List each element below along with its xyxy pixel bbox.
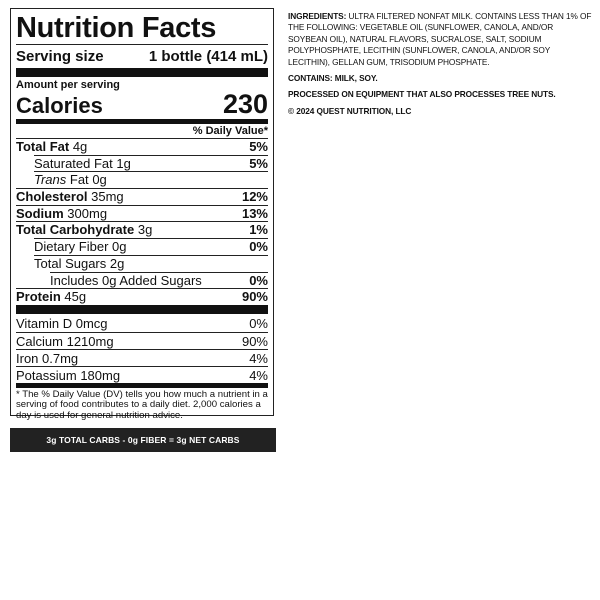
- calories-value: 230: [222, 89, 268, 119]
- calories-label: Calories: [16, 93, 103, 118]
- nutrient-row: Includes 0g Added Sugars 0%: [50, 271, 268, 289]
- vitamin-row: Calcium 1210mg 90%: [16, 331, 268, 349]
- serving-value: 1 bottle (414 mL): [148, 48, 268, 65]
- title: Nutrition Facts: [16, 12, 217, 44]
- nutrient-amount: 3g: [137, 222, 153, 238]
- ingredients-label: INGREDIENTS:: [288, 11, 347, 21]
- nutrient-amount: 45g: [64, 289, 87, 305]
- nutrient-name: Saturated Fat: [34, 155, 113, 171]
- nutrient-dv: 1%: [249, 222, 268, 238]
- vitamin-amount: 0mcg: [75, 315, 108, 331]
- nutrient-amount: 4g: [72, 139, 88, 154]
- serving-label: Serving size: [16, 48, 104, 65]
- ingredients-column: INGREDIENTS: ULTRA FILTERED NONFAT MILK.…: [288, 11, 592, 122]
- nutrient-dv: 0%: [249, 272, 268, 288]
- nutrient-row: Total Sugars 2g: [34, 254, 268, 272]
- nutrient-name: Total Carbohydrate: [16, 222, 135, 238]
- nutrient-dv: 90%: [241, 289, 268, 305]
- nutrient-amount: 35mg: [91, 189, 124, 205]
- vitamin-dv: 4%: [249, 367, 268, 383]
- nutrition-label: Nutrition Facts Serving size 1 bottle (41…: [10, 8, 274, 421]
- nutrient-row: Cholesterol 35mg 12%: [16, 188, 268, 205]
- nutrient-name: Dietary Fiber: [34, 239, 109, 255]
- vitamin-row: Potassium 180mg 4%: [16, 365, 268, 383]
- calories: Calories 230: [16, 91, 268, 119]
- nutrient-name: Total Fat: [16, 139, 70, 154]
- vitamin-amount: 0.7mg: [42, 350, 79, 366]
- rule: [16, 304, 268, 314]
- nutrient-row: Dietary Fiber 0g 0%: [34, 238, 268, 255]
- nutrient-name: Total Sugars: [34, 255, 107, 271]
- copyright: © 2024 QUEST NUTRITION, LLC: [288, 105, 412, 116]
- rule: [16, 68, 268, 77]
- nutrient-amount: 0g: [92, 172, 107, 188]
- nutrient-amount: 0g: [112, 239, 127, 255]
- vitamin-amount: 180mg: [80, 367, 121, 383]
- nutrient-name-italic: Trans: [34, 172, 67, 188]
- ingredients-text: ULTRA FILTERED NONFAT MILK. CONTAINS LES…: [288, 11, 592, 67]
- nutrient-dv: 13%: [241, 205, 268, 221]
- nutrient-dv: 5%: [249, 155, 268, 171]
- nutrient-name: Protein: [16, 289, 61, 305]
- vitamin-dv: 0%: [249, 315, 268, 331]
- nutrient-row: Total Fat 4g 5%: [16, 138, 268, 155]
- nutrient-row: Saturated Fat 1g 5%: [34, 154, 268, 172]
- serving-size: Serving size 1 bottle (414 mL): [16, 48, 268, 66]
- rule: [16, 44, 268, 45]
- daily-value-header: % Daily Value*: [192, 125, 268, 137]
- nutrient-name: Includes 0g Added Sugars: [50, 272, 202, 288]
- vitamin-amount: 1210mg: [66, 333, 114, 349]
- net-carbs-banner: 3g TOTAL CARBS - 0g FIBER = 3g NET CARBS: [10, 428, 276, 452]
- nutrient-name: Cholesterol: [16, 189, 88, 205]
- nutrient-row: Protein 45g 90%: [16, 288, 268, 305]
- vitamin-row: Vitamin D 0mcg 0%: [16, 315, 268, 332]
- nutrient-amount: 1g: [116, 155, 131, 171]
- rule: [16, 119, 268, 124]
- nutrient-amount: 2g: [109, 255, 125, 271]
- footnote: * The % Daily Value (DV) tells you how m…: [16, 388, 268, 421]
- nutrient-name: Fat: [69, 172, 89, 188]
- processing-note: PROCESSED ON EQUIPMENT THAT ALSO PROCESS…: [288, 89, 556, 100]
- nutrient-row: Total Carbohydrate 3g 1%: [16, 221, 268, 238]
- vitamin-name: Vitamin D: [16, 315, 73, 331]
- ingredients: INGREDIENTS: ULTRA FILTERED NONFAT MILK.…: [288, 11, 592, 68]
- nutrient-amount: 300mg: [67, 205, 108, 221]
- vitamin-name: Iron: [16, 350, 39, 366]
- nutrient-dv: 0%: [249, 239, 268, 255]
- vitamin-name: Potassium: [16, 367, 77, 383]
- rule: [16, 382, 268, 388]
- amount-per-serving: Amount per serving: [16, 79, 120, 91]
- vitamin-name: Calcium: [16, 333, 63, 349]
- nutrient-dv: 12%: [241, 189, 268, 205]
- nutrient-row: Trans Fat 0g: [34, 171, 268, 188]
- vitamin-row: Iron 0.7mg 4%: [16, 348, 268, 366]
- nutrient-name: Sodium: [16, 205, 64, 221]
- vitamin-dv: 4%: [249, 350, 268, 366]
- nutrient-dv: 5%: [249, 139, 268, 154]
- nutrient-row: Sodium 300mg 13%: [16, 204, 268, 222]
- vitamin-dv: 90%: [241, 333, 268, 349]
- allergens: CONTAINS: MILK, SOY.: [288, 73, 378, 84]
